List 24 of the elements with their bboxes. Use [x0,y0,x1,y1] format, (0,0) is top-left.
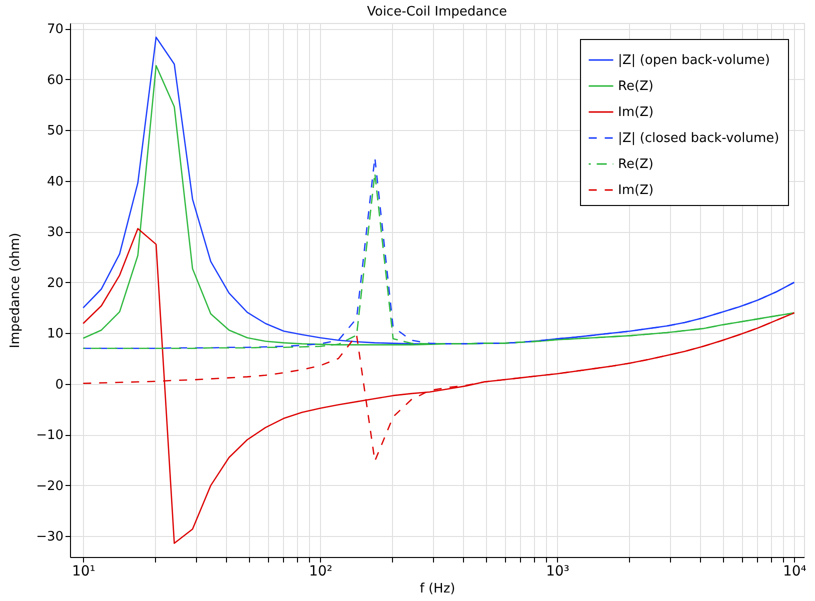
y-tick-label: 50 [46,124,64,139]
y-tick-label: 10 [46,326,64,342]
chart-title: Voice-Coil Impedance [366,4,508,20]
legend-label: Re(Z) [618,157,654,172]
y-tick-label: 40 [46,174,64,190]
legend-label: |Z| (closed back-volume) [618,131,780,146]
y-tick-label: 0 [55,377,64,392]
x-tick-label: 10³ [546,564,570,580]
x-axis-title: f (Hz) [420,582,456,596]
x-tick-label: 10² [308,564,332,580]
y-tick-label: 20 [46,276,64,291]
legend-label: |Z| (open back-volume) [618,53,770,68]
x-tick-label: 10⁴ [782,564,807,580]
x-tick-label: 10¹ [72,564,96,580]
y-tick-label: −10 [36,428,64,444]
legend-label: Im(Z) [618,183,654,198]
y-axis-title: Impedance (ohm) [8,232,24,348]
legend-label: Im(Z) [618,105,654,120]
y-tick-label: −20 [36,478,64,494]
y-tick-label: 70 [46,22,64,38]
y-tick-label: −30 [36,530,64,545]
legend-label: Re(Z) [618,79,654,94]
y-tick-label: 30 [46,225,64,240]
y-tick-label: 60 [46,72,64,88]
